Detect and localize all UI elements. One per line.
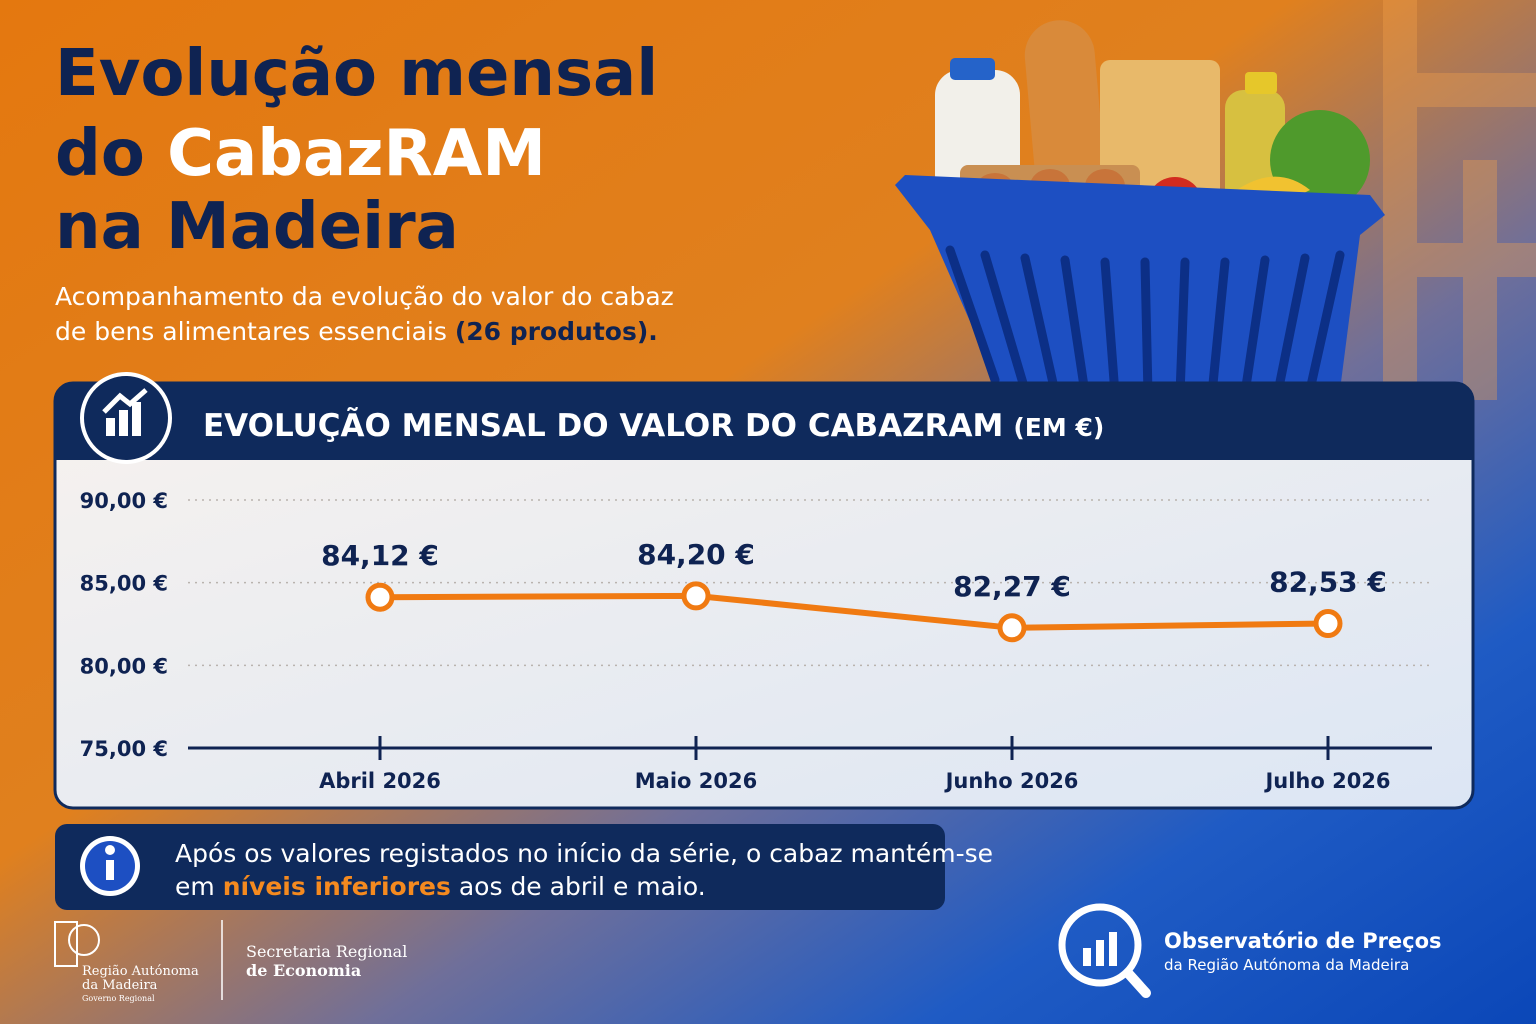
title: Evolução mensal do CabazRAM na Madeira (55, 37, 658, 264)
title-line: na Madeira (55, 190, 459, 264)
region-line: Governo Regional (82, 994, 155, 1003)
data-label: 84,12 € (321, 539, 439, 572)
subtitle-highlight: (26 produtos). (455, 317, 658, 346)
data-point (681, 581, 711, 611)
plot: 75,00 € 80,00 € 85,00 € 90,00 € Abril 2026 Ma… (80, 489, 1432, 793)
data-point (365, 582, 395, 612)
note-text: aos de abril e maio. (451, 872, 706, 901)
region-line: da Madeira (82, 978, 158, 993)
data-line (379, 592, 1329, 631)
chart-icon-bars (102, 388, 148, 436)
y-tick-label: 75,00 € (80, 737, 168, 761)
x-tick-label: Abril 2026 (319, 769, 441, 793)
secretariat: Secretaria Regional de Economia (246, 942, 407, 980)
observatory-subtitle: da Região Autónoma da Madeira (1164, 956, 1409, 974)
note-line: em níveis inferiores aos de abril e maio… (175, 872, 706, 901)
observatory-logo (1058, 903, 1151, 998)
data-label: 82,53 € (1269, 566, 1387, 599)
subtitle-line: de bens alimentares essenciais (26 produ… (55, 317, 658, 346)
note: Após os valores registados no início da … (175, 839, 993, 901)
info-icon-glyph (106, 860, 114, 880)
y-tick-label: 85,00 € (80, 572, 168, 596)
info-icon-dot (105, 845, 115, 855)
chart-title-unit: (EM €) (1013, 413, 1104, 442)
observatory-title: Observatório de Preços (1164, 929, 1442, 953)
secretariat-line: Secretaria Regional (246, 942, 407, 961)
region-line: Região Autónoma (82, 964, 199, 979)
note-text: em (175, 872, 223, 901)
x-tick-label: Junho 2026 (944, 769, 1079, 793)
chart-header (55, 383, 1473, 460)
note-box (55, 824, 945, 910)
data-point (1313, 609, 1343, 639)
chart-title-text: EVOLUÇÃO MENSAL DO VALOR DO CABAZRAM (203, 407, 1003, 444)
note-line: Após os valores registados no início da … (175, 839, 993, 868)
y-tick-label: 80,00 € (80, 654, 168, 678)
decor-shape (1383, 0, 1536, 400)
region-text: Região Autónoma da Madeira Governo Regio… (82, 964, 199, 1003)
basket-illustration (895, 20, 1385, 412)
subtitle-line: Acompanhamento da evolução do valor do c… (55, 282, 674, 311)
title-line: Evolução mensal (55, 37, 658, 111)
title-text: do (55, 117, 167, 191)
data-label: 84,20 € (637, 538, 755, 571)
subtitle-text: de bens alimentares essenciais (55, 317, 455, 346)
note-highlight: níveis inferiores (223, 872, 451, 901)
y-tick-label: 90,00 € (80, 489, 168, 513)
x-tick-label: Julho 2026 (1263, 769, 1390, 793)
subtitle: Acompanhamento da evolução do valor do c… (55, 282, 674, 346)
x-tick-label: Maio 2026 (635, 769, 757, 793)
data-label: 82,27 € (953, 570, 1071, 603)
title-highlight: CabazRAM (167, 117, 546, 191)
chart-title: EVOLUÇÃO MENSAL DO VALOR DO CABAZRAM (EM … (203, 407, 1104, 444)
secretariat-line: de Economia (246, 961, 361, 980)
title-line: do CabazRAM (55, 117, 546, 191)
region-logo (54, 921, 100, 967)
data-point (997, 613, 1027, 643)
